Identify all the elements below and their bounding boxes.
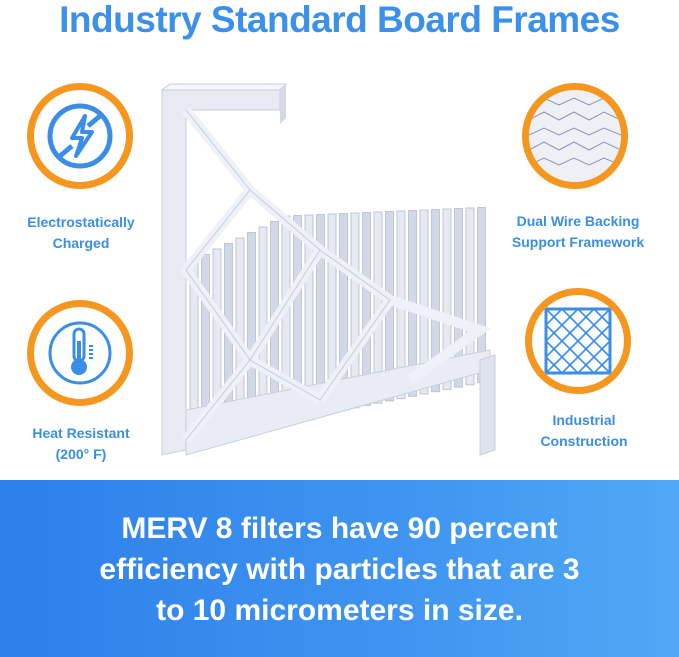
label-line: Support Framework — [511, 234, 645, 250]
heat-badge — [27, 300, 133, 406]
filter-pleat — [419, 209, 429, 395]
thermometer-icon — [48, 321, 112, 385]
page-title: Industry Standard Board Frames — [59, 0, 620, 40]
air-filter-illustration — [160, 83, 496, 456]
filter-pleat — [454, 208, 463, 388]
filter-pleat — [431, 209, 440, 393]
grid-frame-icon — [544, 307, 612, 375]
banner-line: MERV 8 filters have 90 percent — [121, 512, 558, 545]
banner-line: efficiency with particles that are 3 — [99, 553, 580, 586]
banner-line: to 10 micrometers in size. — [156, 594, 523, 627]
industrial-badge — [525, 288, 631, 394]
heat-label: Heat Resistant (200° F) — [0, 423, 171, 465]
label-line: Construction — [540, 433, 628, 449]
filter-pleat — [465, 207, 475, 386]
industrial-label: Industrial Construction — [494, 410, 674, 452]
label-line: Industrial — [552, 412, 616, 428]
label-line: Charged — [52, 235, 110, 251]
label-line: Dual Wire Backing — [516, 213, 640, 229]
merv-description: MERV 8 filters have 90 percent efficienc… — [0, 508, 679, 631]
label-line: (200° F) — [55, 446, 107, 462]
wire-backing-label: Dual Wire Backing Support Framework — [488, 211, 668, 253]
label-line: Electrostatically — [27, 214, 135, 230]
filter-pleat — [362, 212, 371, 406]
electrostatic-badge — [27, 83, 133, 189]
wire-mesh-photo — [529, 90, 621, 182]
no-static-lightning-icon — [47, 103, 113, 169]
merv-banner: MERV 8 filters have 90 percent efficienc… — [0, 480, 679, 657]
filter-pleat — [442, 208, 452, 390]
label-line: Heat Resistant — [32, 425, 130, 441]
electrostatic-label: Electrostatically Charged — [0, 212, 171, 254]
wire-backing-badge — [522, 83, 628, 189]
